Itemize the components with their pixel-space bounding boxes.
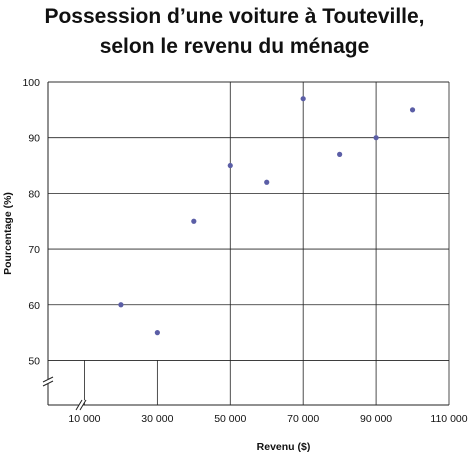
chart-title-line-2: selon le revenu du ménage: [99, 35, 370, 58]
y-tick-label: 90: [28, 133, 40, 145]
y-tick-label: 60: [28, 300, 40, 312]
x-tick-label: 110 000: [430, 413, 467, 425]
x-axis-break-gap: [76, 398, 86, 412]
x-tick-label: 90 000: [360, 413, 392, 425]
x-axis-break-mark: [79, 399, 87, 411]
y-tick-label: 80: [28, 188, 40, 200]
chart-title: Possession d’une voiture à Touteville, s…: [0, 2, 469, 62]
x-axis-break-mark: [75, 399, 83, 411]
x-tick-label: 70 000: [287, 413, 319, 425]
y-axis-break-mark: [42, 376, 54, 383]
data-point: [227, 162, 233, 169]
y-axis-break-mark: [42, 380, 54, 387]
data-point: [154, 330, 160, 336]
x-tick-label: 50 000: [214, 413, 246, 425]
y-tick-label: 70: [28, 244, 40, 256]
y-tick-label: 50: [28, 355, 40, 367]
data-point: [191, 218, 197, 224]
x-tick-label: 10 000: [68, 413, 100, 425]
data-point: [264, 179, 270, 185]
data-point: [409, 107, 416, 113]
x-tick-label: 30 000: [141, 413, 173, 425]
y-tick-label: 100: [22, 77, 40, 89]
data-point: [118, 302, 124, 308]
data-point: [300, 96, 306, 102]
x-axis-label: Revenu ($): [257, 441, 311, 453]
y-axis-break-gap: [42, 377, 54, 386]
data-point: [337, 151, 343, 157]
data-point: [373, 135, 379, 141]
y-axis-label: Pourcentage (%): [2, 192, 14, 275]
chart-title-line-1: Possession d’une voiture à Touteville,: [44, 5, 425, 28]
